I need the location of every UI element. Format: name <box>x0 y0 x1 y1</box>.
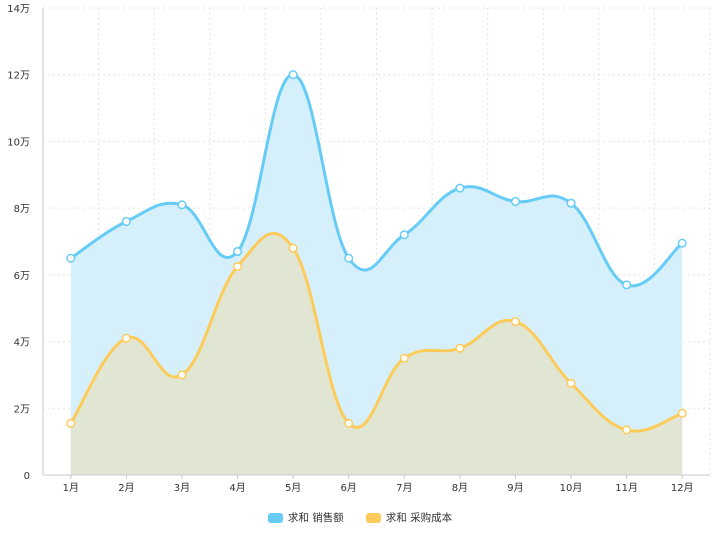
legend-swatch-sales <box>267 512 283 523</box>
data-point-0-10 <box>622 280 632 290</box>
legend-item-sales[interactable]: 求和 销售额 <box>267 510 344 525</box>
x-tick-label: 4月 <box>229 482 245 494</box>
y-tick-label: 12万 <box>7 71 30 82</box>
x-tick-label: 9月 <box>507 482 523 494</box>
data-point-1-0 <box>66 418 76 428</box>
x-tick-label: 11月 <box>615 482 638 494</box>
data-point-1-3 <box>232 261 243 272</box>
y-tick-label: 14万 <box>7 4 30 15</box>
x-tick-label: 10月 <box>560 482 583 494</box>
data-point-0-5 <box>344 253 354 263</box>
y-tick-label: 6万 <box>14 271 30 282</box>
data-point-1-6 <box>399 353 409 363</box>
axes <box>42 8 710 476</box>
data-point-1-10 <box>622 425 632 435</box>
x-tick-label: 6月 <box>341 482 357 494</box>
data-point-1-2 <box>177 370 187 380</box>
y-tick-label: 10万 <box>7 137 30 148</box>
data-point-1-5 <box>344 418 354 428</box>
data-point-0-2 <box>177 200 187 210</box>
data-point-1-4 <box>288 243 298 253</box>
y-tick-label: 8万 <box>14 204 30 215</box>
data-point-1-7 <box>455 343 465 353</box>
x-tick-label: 8月 <box>452 482 468 494</box>
data-point-0-3 <box>232 246 243 257</box>
legend-swatch-cost <box>365 512 381 523</box>
series-areas <box>70 74 683 475</box>
data-point-0-6 <box>399 230 409 240</box>
x-tick-label: 5月 <box>285 482 301 494</box>
data-point-0-4 <box>288 70 298 80</box>
y-axis-tick-labels: 0 2万 4万 6万 8万 10万 12万 14万 <box>7 4 30 482</box>
legend-label-cost: 求和 采购成本 <box>385 512 453 524</box>
x-tick-label: 3月 <box>174 482 190 494</box>
data-points <box>66 70 687 435</box>
data-point-0-9 <box>566 198 576 208</box>
chart-legend: 求和 销售额 求和 采购成本 <box>0 510 720 525</box>
legend-label-sales: 求和 销售额 <box>287 512 344 524</box>
legend-item-cost[interactable]: 求和 采购成本 <box>365 510 453 525</box>
y-tick-label: 0 <box>24 471 30 482</box>
x-tick-label: 2月 <box>118 482 134 494</box>
x-tick-label: 1月 <box>63 482 79 494</box>
data-point-1-1 <box>121 333 131 343</box>
data-point-0-8 <box>510 196 521 207</box>
data-point-1-8 <box>510 317 521 327</box>
data-point-0-0 <box>66 253 76 263</box>
data-point-0-1 <box>121 216 131 227</box>
data-point-1-9 <box>566 378 576 388</box>
y-tick-label: 2万 <box>14 404 30 415</box>
x-tick-label: 12月 <box>671 482 694 494</box>
data-point-0-7 <box>455 183 465 193</box>
series-area-1 <box>70 233 683 475</box>
data-point-0-11 <box>677 238 687 248</box>
y-tick-label: 4万 <box>14 338 30 349</box>
data-point-1-11 <box>677 408 687 418</box>
x-axis-tick-labels: 1月 2月 3月 4月 5月 6月 7月 8月 9月 10月 11月 12月 <box>63 475 694 494</box>
x-tick-label: 7月 <box>396 482 412 494</box>
